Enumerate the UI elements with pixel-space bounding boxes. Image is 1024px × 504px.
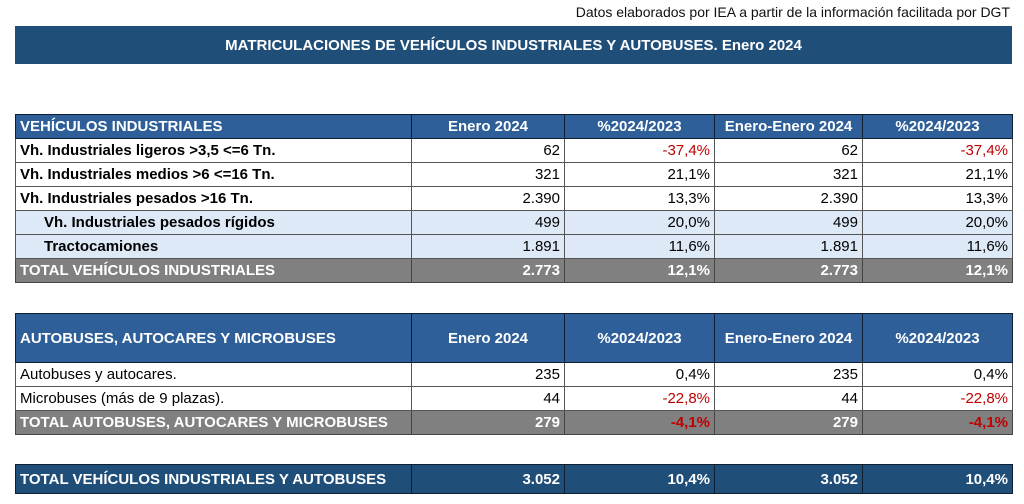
total-row: TOTAL AUTOBUSES, AUTOCARES Y MICROBUSES … bbox=[15, 410, 1013, 435]
column-header: %2024/2023 bbox=[862, 114, 1013, 139]
row-label: Vh. Industriales medios >6 <=16 Tn. bbox=[15, 162, 412, 187]
table-row: Autobuses y autocares. 235 0,4% 235 0,4% bbox=[15, 362, 1013, 387]
table-row: Vh. Industriales pesados >16 Tn. 2.390 1… bbox=[15, 186, 1013, 211]
value-cell: 62 bbox=[411, 138, 565, 163]
grand-total-percent: 10,4% bbox=[564, 464, 715, 494]
value-cell: 1.891 bbox=[411, 234, 565, 259]
percent-cell: -37,4% bbox=[862, 138, 1013, 163]
value-cell: 235 bbox=[411, 362, 565, 387]
percent-cell: 11,6% bbox=[564, 234, 715, 259]
grand-total-percent: 10,4% bbox=[862, 464, 1013, 494]
grand-total-row: TOTAL VEHÍCULOS INDUSTRIALES Y AUTOBUSES… bbox=[15, 464, 1013, 494]
value-cell: 44 bbox=[411, 386, 565, 411]
total-label: TOTAL AUTOBUSES, AUTOCARES Y MICROBUSES bbox=[15, 410, 412, 435]
row-label: Microbuses (más de 9 plazas). bbox=[15, 386, 412, 411]
report-title: MATRICULACIONES DE VEHÍCULOS INDUSTRIALE… bbox=[15, 26, 1012, 64]
row-label: Tractocamiones bbox=[15, 234, 412, 259]
section-header: VEHÍCULOS INDUSTRIALES bbox=[15, 114, 412, 139]
column-header: Enero 2024 bbox=[411, 313, 565, 363]
table-header-row: AUTOBUSES, AUTOCARES Y MICROBUSES Enero … bbox=[15, 313, 1013, 363]
column-header: Enero 2024 bbox=[411, 114, 565, 139]
buses-table: AUTOBUSES, AUTOCARES Y MICROBUSES Enero … bbox=[15, 313, 1013, 435]
value-cell: 499 bbox=[714, 210, 863, 235]
value-cell: 321 bbox=[714, 162, 863, 187]
percent-cell: 0,4% bbox=[862, 362, 1013, 387]
column-header: %2024/2023 bbox=[862, 313, 1013, 363]
table-row: Vh. Industriales medios >6 <=16 Tn. 321 … bbox=[15, 162, 1013, 187]
total-percent: 12,1% bbox=[862, 258, 1013, 283]
row-label: Vh. Industriales ligeros >3,5 <=6 Tn. bbox=[15, 138, 412, 163]
total-percent: 12,1% bbox=[564, 258, 715, 283]
percent-cell: 20,0% bbox=[564, 210, 715, 235]
source-note: Datos elaborados por IEA a partir de la … bbox=[575, 4, 1010, 20]
total-value: 279 bbox=[714, 410, 863, 435]
table-subrow: Tractocamiones 1.891 11,6% 1.891 11,6% bbox=[15, 234, 1013, 259]
total-value: 2.773 bbox=[411, 258, 565, 283]
industrial-vehicles-table: VEHÍCULOS INDUSTRIALES Enero 2024 %2024/… bbox=[15, 114, 1013, 283]
table-row: Microbuses (más de 9 plazas). 44 -22,8% … bbox=[15, 386, 1013, 411]
total-value: 2.773 bbox=[714, 258, 863, 283]
percent-cell: 21,1% bbox=[862, 162, 1013, 187]
percent-cell: -37,4% bbox=[564, 138, 715, 163]
value-cell: 235 bbox=[714, 362, 863, 387]
value-cell: 2.390 bbox=[714, 186, 863, 211]
total-percent: -4,1% bbox=[564, 410, 715, 435]
column-header: %2024/2023 bbox=[564, 313, 715, 363]
value-cell: 62 bbox=[714, 138, 863, 163]
row-label: Vh. Industriales pesados rígidos bbox=[15, 210, 412, 235]
section-header: AUTOBUSES, AUTOCARES Y MICROBUSES bbox=[15, 313, 412, 363]
table-subrow: Vh. Industriales pesados rígidos 499 20,… bbox=[15, 210, 1013, 235]
percent-cell: 20,0% bbox=[862, 210, 1013, 235]
percent-cell: 21,1% bbox=[564, 162, 715, 187]
column-header: Enero-Enero 2024 bbox=[714, 313, 863, 363]
percent-cell: 13,3% bbox=[862, 186, 1013, 211]
column-header: Enero-Enero 2024 bbox=[714, 114, 863, 139]
total-percent: -4,1% bbox=[862, 410, 1013, 435]
table-row: Vh. Industriales ligeros >3,5 <=6 Tn. 62… bbox=[15, 138, 1013, 163]
percent-cell: -22,8% bbox=[564, 386, 715, 411]
grand-total-value: 3.052 bbox=[714, 464, 863, 494]
total-row: TOTAL VEHÍCULOS INDUSTRIALES 2.773 12,1%… bbox=[15, 258, 1013, 283]
percent-cell: 13,3% bbox=[564, 186, 715, 211]
value-cell: 321 bbox=[411, 162, 565, 187]
row-label: Vh. Industriales pesados >16 Tn. bbox=[15, 186, 412, 211]
percent-cell: 0,4% bbox=[564, 362, 715, 387]
total-label: TOTAL VEHÍCULOS INDUSTRIALES bbox=[15, 258, 412, 283]
grand-total-table: TOTAL VEHÍCULOS INDUSTRIALES Y AUTOBUSES… bbox=[15, 464, 1013, 494]
value-cell: 499 bbox=[411, 210, 565, 235]
value-cell: 2.390 bbox=[411, 186, 565, 211]
value-cell: 1.891 bbox=[714, 234, 863, 259]
value-cell: 44 bbox=[714, 386, 863, 411]
total-value: 279 bbox=[411, 410, 565, 435]
percent-cell: -22,8% bbox=[862, 386, 1013, 411]
percent-cell: 11,6% bbox=[862, 234, 1013, 259]
row-label: Autobuses y autocares. bbox=[15, 362, 412, 387]
column-header: %2024/2023 bbox=[564, 114, 715, 139]
grand-total-label: TOTAL VEHÍCULOS INDUSTRIALES Y AUTOBUSES bbox=[15, 464, 412, 494]
grand-total-value: 3.052 bbox=[411, 464, 565, 494]
table-header-row: VEHÍCULOS INDUSTRIALES Enero 2024 %2024/… bbox=[15, 114, 1013, 139]
